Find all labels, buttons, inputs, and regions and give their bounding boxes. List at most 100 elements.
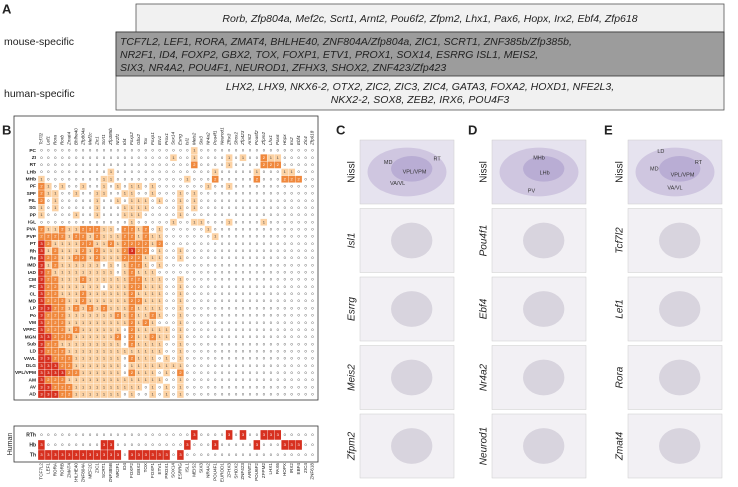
region-label: VAVL — [24, 356, 36, 362]
cell-value: 0 — [193, 370, 196, 375]
cell-value: 0 — [277, 148, 280, 153]
cell-value: 0 — [82, 198, 85, 203]
cell-value: 2 — [291, 176, 294, 181]
cell-value: 2 — [40, 227, 43, 232]
cell-value: 1 — [117, 284, 120, 289]
cell-value: 0 — [228, 377, 231, 382]
cell-value: 0 — [256, 348, 259, 353]
cell-value: 2 — [277, 162, 280, 167]
region-label: IMD — [27, 263, 36, 269]
cell-value: 0 — [172, 334, 175, 339]
human-gene-label: NR4A2 — [205, 463, 210, 478]
cell-value: 1 — [103, 298, 106, 303]
cell-value: 0 — [152, 176, 155, 181]
cell-value: 1 — [152, 284, 155, 289]
cell-value: 2 — [131, 305, 134, 310]
cell-value: 0 — [172, 184, 175, 189]
cell-value: 0 — [117, 169, 120, 174]
cell-value: 1 — [159, 305, 162, 310]
cell-value: 0 — [200, 212, 203, 217]
cell-value: 0 — [214, 432, 217, 437]
cell-value: 0 — [298, 184, 301, 189]
cell-value: 2 — [117, 313, 120, 318]
cell-value: 0 — [277, 356, 280, 361]
cell-value: 0 — [68, 205, 71, 210]
cell-value: 0 — [200, 341, 203, 346]
cell-value: 1 — [110, 298, 113, 303]
cell-value: 0 — [82, 212, 85, 217]
cell-value: 0 — [131, 442, 134, 447]
cell-value: 0 — [179, 176, 182, 181]
cell-value: 0 — [186, 334, 189, 339]
cell-value: 0 — [228, 341, 231, 346]
cell-value: 0 — [214, 305, 217, 310]
cell-value: 1 — [61, 248, 64, 253]
cell-value: 0 — [311, 162, 314, 167]
cell-value: 3 — [54, 391, 57, 396]
cell-value: 0 — [284, 234, 287, 239]
human-gene-label: PAX6 — [275, 463, 280, 475]
cell-value: 0 — [117, 176, 120, 181]
cell-value: 0 — [291, 234, 294, 239]
cell-value: 0 — [256, 313, 259, 318]
cell-value: 2 — [131, 313, 134, 318]
human-gene-label: LHX1 — [268, 463, 273, 475]
cell-value: 0 — [235, 270, 238, 275]
human-gene-label: RORA — [53, 462, 58, 476]
human-genes: NKX2-2, SOX8, ZEB2, IRX6, POU4F3 — [331, 94, 510, 106]
cell-value: 0 — [172, 284, 175, 289]
cell-value: 0 — [172, 327, 175, 332]
cell-value: 0 — [277, 384, 280, 389]
cell-value: 0 — [298, 148, 301, 153]
cell-value: 0 — [291, 377, 294, 382]
cell-value: 0 — [207, 262, 210, 267]
region-label: CM — [29, 277, 36, 283]
cell-value: 1 — [165, 363, 168, 368]
human-gene-label: ETV1 — [157, 463, 162, 475]
cell-value: 0 — [242, 227, 245, 232]
cell-value: 0 — [186, 227, 189, 232]
region-label: RT — [30, 162, 36, 168]
cell-value: 1 — [159, 363, 162, 368]
cell-value: 0 — [200, 348, 203, 353]
cell-value: 2 — [61, 363, 64, 368]
cell-value: 0 — [228, 205, 231, 210]
cell-value: 1 — [96, 262, 99, 267]
cell-value: 1 — [110, 334, 113, 339]
cell-value: 0 — [40, 148, 43, 153]
cell-value: 0 — [193, 391, 196, 396]
cell-value: 1 — [124, 291, 127, 296]
cell-value: 0 — [214, 155, 217, 160]
cell-value: 0 — [304, 341, 307, 346]
cell-value: 0 — [68, 184, 71, 189]
gene-label: Zfp618 — [310, 130, 315, 146]
cell-value: 0 — [61, 162, 64, 167]
cell-value: 0 — [235, 377, 238, 382]
cell-value: 0 — [165, 377, 168, 382]
cell-value: 0 — [270, 219, 273, 224]
cell-value: 0 — [152, 162, 155, 167]
cell-value: 0 — [61, 191, 64, 196]
cell-value: 2 — [89, 241, 92, 246]
cell-value: 1 — [179, 377, 182, 382]
cell-value: 0 — [89, 176, 92, 181]
cell-value: 1 — [138, 184, 141, 189]
gene-label: Zfhx3 — [226, 133, 231, 146]
cell-value: 1 — [96, 291, 99, 296]
cell-value: 1 — [75, 313, 78, 318]
cell-value: 1 — [82, 334, 85, 339]
cell-value: 0 — [311, 341, 314, 346]
cell-value: 2 — [145, 234, 148, 239]
cell-value: 1 — [75, 356, 78, 361]
cell-value: 0 — [277, 184, 280, 189]
cell-value: 0 — [96, 169, 99, 174]
human-genes: LHX2, LHX9, NKX6-2, OTX2, ZIC2, ZIC3, ZI… — [226, 81, 614, 93]
cell-value: 0 — [311, 248, 314, 253]
cell-value: 3 — [47, 363, 50, 368]
cell-value: 1 — [103, 248, 106, 253]
gene-label: Zic4 — [303, 136, 308, 146]
cell-value: 0 — [96, 442, 99, 447]
cell-value: 2 — [138, 298, 141, 303]
cell-value: 0 — [277, 341, 280, 346]
cell-value: 0 — [304, 291, 307, 296]
